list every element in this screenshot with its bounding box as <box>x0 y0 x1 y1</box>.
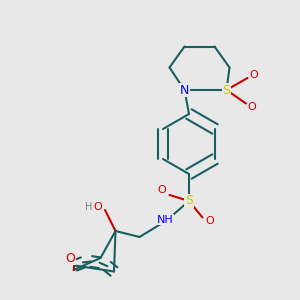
Text: O: O <box>93 202 102 212</box>
Text: O: O <box>66 251 75 265</box>
Text: O: O <box>158 185 166 196</box>
Text: H: H <box>85 202 92 212</box>
Text: S: S <box>185 194 193 208</box>
Text: O: O <box>248 101 256 112</box>
Text: S: S <box>223 83 230 97</box>
Text: O: O <box>249 70 258 80</box>
Text: NH: NH <box>157 214 173 225</box>
Text: N: N <box>180 83 189 97</box>
Text: O: O <box>206 215 214 226</box>
